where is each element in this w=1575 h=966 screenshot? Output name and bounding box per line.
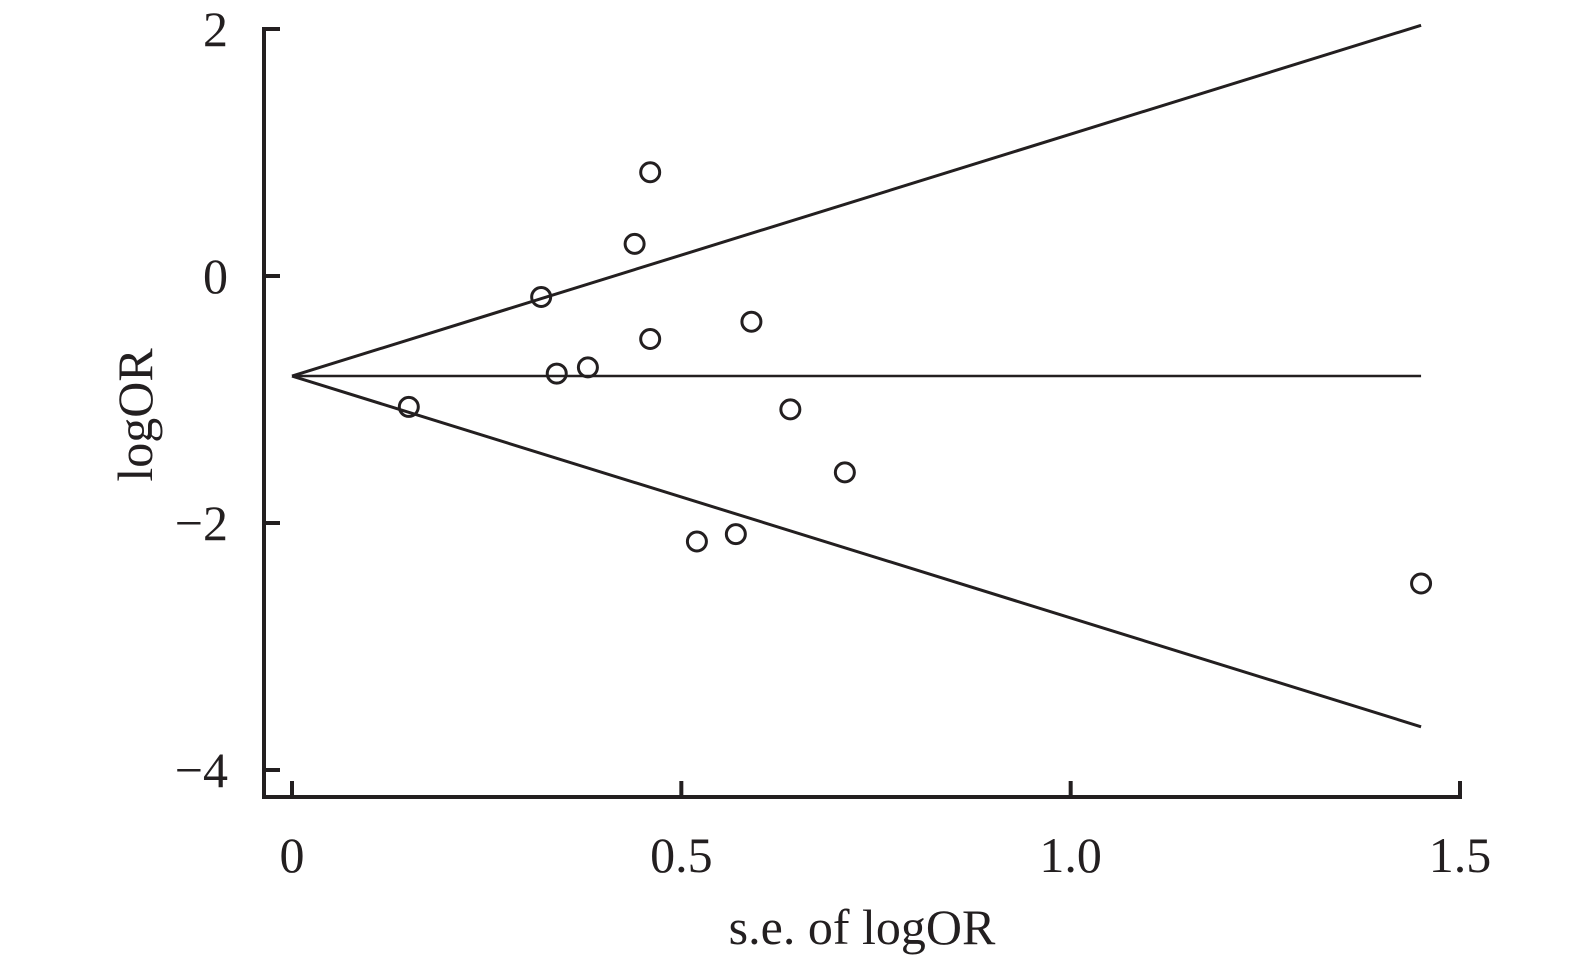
data-point [779,398,802,421]
funnel-lines [291,23,1422,729]
data-point [724,523,747,546]
axes [262,27,1462,799]
data-point [1410,572,1433,595]
upper-limit-line [291,23,1422,378]
data-point [397,395,420,418]
data-point [639,327,662,350]
data-point [530,285,553,308]
x-tick-label: 1.0 [1039,827,1102,883]
y-tick-label: −2 [175,495,228,551]
data-point [639,161,662,184]
lower-limit-line [291,374,1422,729]
y-ticks: 2 0 −2 −4 [175,1,280,798]
data-point [833,461,856,484]
y-axis-title: logOR [107,348,163,482]
data-point [576,356,599,379]
x-ticks: 0 0.5 1.0 1.5 [280,781,1492,883]
data-points [397,161,1433,595]
y-tick-label: 0 [203,248,228,304]
data-point [545,362,568,385]
data-point [623,232,646,255]
y-tick-label: 2 [203,1,228,57]
x-tick-label: 0 [280,827,305,883]
x-tick-label: 0.5 [650,827,713,883]
y-tick-label: −4 [175,742,228,798]
x-tick-label: 1.5 [1429,827,1492,883]
x-axis-title: s.e. of logOR [729,899,996,955]
data-point [685,530,708,553]
data-point [740,310,763,333]
